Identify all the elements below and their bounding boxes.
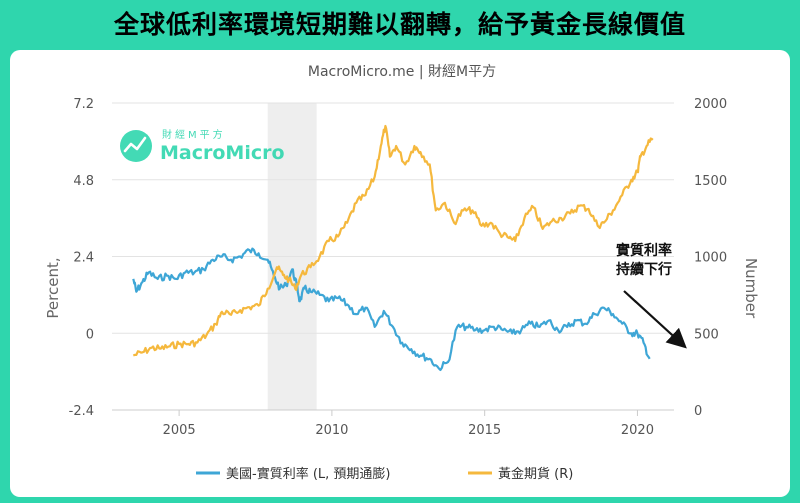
series-line-gold bbox=[132, 124, 654, 357]
chart-source: MacroMicro.me | 財經M平方 bbox=[308, 64, 496, 80]
y-left-tick-label: -2.4 bbox=[69, 404, 94, 419]
y-left-tick-label: 0 bbox=[86, 327, 94, 342]
x-tick-label: 2005 bbox=[163, 423, 196, 438]
chart-card: MacroMicro.me | 財經M平方 7.2 2000 4.8 1500 2.4 1… bbox=[10, 50, 790, 497]
annotation-line-2: 持續下行 bbox=[616, 261, 672, 278]
banner-title: 全球低利率環境短期難以翻轉，給予黃金長線價值 bbox=[113, 10, 686, 39]
banner: 全球低利率環境短期難以翻轉，給予黃金長線價值 bbox=[0, 0, 800, 46]
logo-circle-icon bbox=[120, 130, 152, 162]
chart-svg: MacroMicro.me | 財經M平方 7.2 2000 4.8 1500 2.4 1… bbox=[44, 64, 760, 482]
legend-label-gold: 黃金期貨 (R) bbox=[498, 466, 573, 482]
legend-item-real-rate[interactable]: 美國-實質利率 (L, 預期通膨) bbox=[196, 466, 390, 482]
y-right-tick-label: 0 bbox=[694, 404, 702, 419]
logo-trend-icon bbox=[123, 136, 147, 153]
y-left-label: Percent, bbox=[44, 257, 62, 318]
x-tick-label: 2010 bbox=[315, 423, 348, 438]
legend-item-gold[interactable]: 黃金期貨 (R) bbox=[468, 466, 573, 482]
y-right-tick-label: 1500 bbox=[694, 174, 727, 189]
y-left-tick-label: 4.8 bbox=[73, 174, 94, 189]
legend: 美國-實質利率 (L, 預期通膨) 黃金期貨 (R) bbox=[196, 466, 573, 482]
x-tick-label: 2015 bbox=[468, 423, 501, 438]
legend-label-real-rate: 美國-實質利率 (L, 預期通膨) bbox=[226, 466, 390, 482]
logo-sub: 財經M平方 bbox=[162, 128, 226, 141]
annotation-arrow bbox=[623, 290, 687, 349]
y-right-tick-label: 500 bbox=[694, 327, 719, 342]
y-right-tick-label: 2000 bbox=[694, 97, 727, 112]
y-right-tick-label: 1000 bbox=[694, 251, 727, 266]
macromicro-logo: 財經M平方 MacroMicro bbox=[120, 128, 285, 164]
logo-name: MacroMicro bbox=[160, 142, 285, 164]
y-left-tick-label: 7.2 bbox=[73, 97, 94, 112]
gridlines: 7.2 2000 4.8 1500 2.4 1000 0 500 -2.4 0 2005 2010 20… bbox=[69, 97, 727, 438]
x-tick-label: 2020 bbox=[621, 423, 654, 438]
y-left-tick-label: 2.4 bbox=[73, 251, 94, 266]
series-line-real-rate bbox=[132, 247, 651, 372]
annotation-line-1: 實質利率 bbox=[616, 242, 672, 259]
y-right-label: Number bbox=[742, 258, 760, 319]
